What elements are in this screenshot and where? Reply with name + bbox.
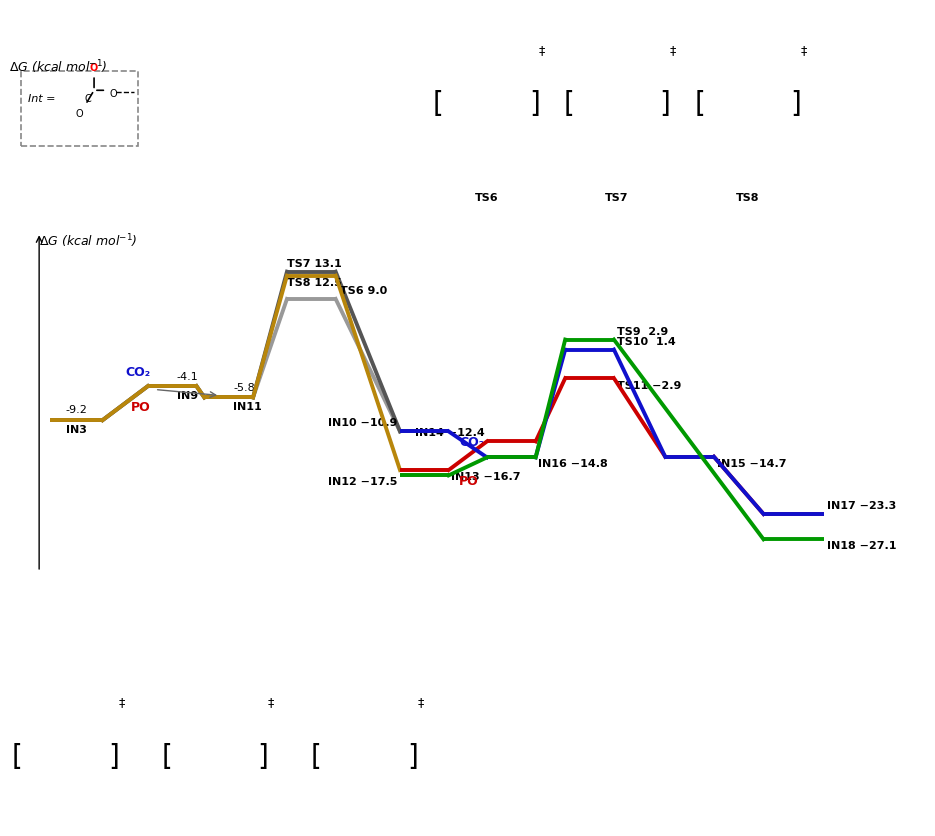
Text: ]: ]: [791, 90, 801, 119]
Text: IN13 −16.7: IN13 −16.7: [452, 472, 521, 482]
Text: $\Delta G$ (kcal mol$^{-1}$): $\Delta G$ (kcal mol$^{-1}$): [39, 232, 137, 250]
Text: ‡: ‡: [417, 696, 424, 709]
Text: C: C: [85, 94, 92, 104]
Text: IN9: IN9: [177, 390, 197, 400]
Text: TS6 9.0: TS6 9.0: [340, 286, 387, 296]
Text: O: O: [110, 89, 118, 99]
Text: IN11: IN11: [233, 402, 262, 412]
Text: TS10  1.4: TS10 1.4: [616, 337, 675, 347]
Text: ]: ]: [408, 742, 418, 771]
Text: IN18 −27.1: IN18 −27.1: [827, 541, 897, 551]
Text: ‡: ‡: [800, 44, 807, 57]
Text: ‡: ‡: [118, 696, 124, 709]
Text: [: [: [161, 742, 172, 771]
Text: TS9  2.9: TS9 2.9: [616, 327, 668, 337]
FancyBboxPatch shape: [22, 71, 137, 146]
Text: TS6: TS6: [474, 192, 498, 202]
Text: IN14 −12.4: IN14 −12.4: [414, 428, 484, 438]
Text: ]: ]: [258, 742, 268, 771]
Text: ‡: ‡: [669, 44, 676, 57]
Text: ‡: ‡: [267, 696, 274, 709]
Text: CO₂: CO₂: [125, 366, 151, 380]
Text: TS7 13.1: TS7 13.1: [287, 259, 341, 269]
Text: IN17 −23.3: IN17 −23.3: [827, 502, 897, 512]
Text: TS7: TS7: [605, 192, 629, 202]
Text: -4.1: -4.1: [177, 372, 198, 382]
Text: -5.8: -5.8: [233, 384, 255, 394]
Text: IN3: IN3: [66, 425, 87, 435]
Text: ‡: ‡: [539, 44, 545, 57]
Text: ]: ]: [108, 742, 119, 771]
Text: [: [: [694, 90, 705, 119]
Text: TS11 −2.9: TS11 −2.9: [616, 381, 681, 390]
Text: -9.2: -9.2: [65, 405, 88, 415]
Text: PO: PO: [459, 476, 479, 488]
Text: PO: PO: [131, 400, 151, 414]
Text: IN15 −14.7: IN15 −14.7: [716, 459, 786, 469]
Text: [: [: [432, 90, 443, 119]
Text: IN10 −10.9: IN10 −10.9: [328, 418, 397, 428]
Text: ]: ]: [660, 90, 670, 119]
Text: [: [: [310, 742, 322, 771]
Text: O: O: [90, 63, 98, 73]
Text: IN16 −14.8: IN16 −14.8: [539, 460, 608, 469]
Text: [: [: [563, 90, 574, 119]
Text: O: O: [76, 109, 83, 119]
Text: TS8: TS8: [736, 192, 760, 202]
Text: Int =: Int =: [28, 94, 56, 104]
Text: TS8 12.5: TS8 12.5: [287, 278, 341, 288]
Text: [: [: [11, 742, 22, 771]
Text: IN12 −17.5: IN12 −17.5: [328, 477, 397, 487]
Text: ]: ]: [529, 90, 539, 119]
Text: CO₂: CO₂: [459, 436, 484, 450]
Text: $\Delta G$ (kcal mol$^{-1}$): $\Delta G$ (kcal mol$^{-1}$): [9, 58, 108, 76]
